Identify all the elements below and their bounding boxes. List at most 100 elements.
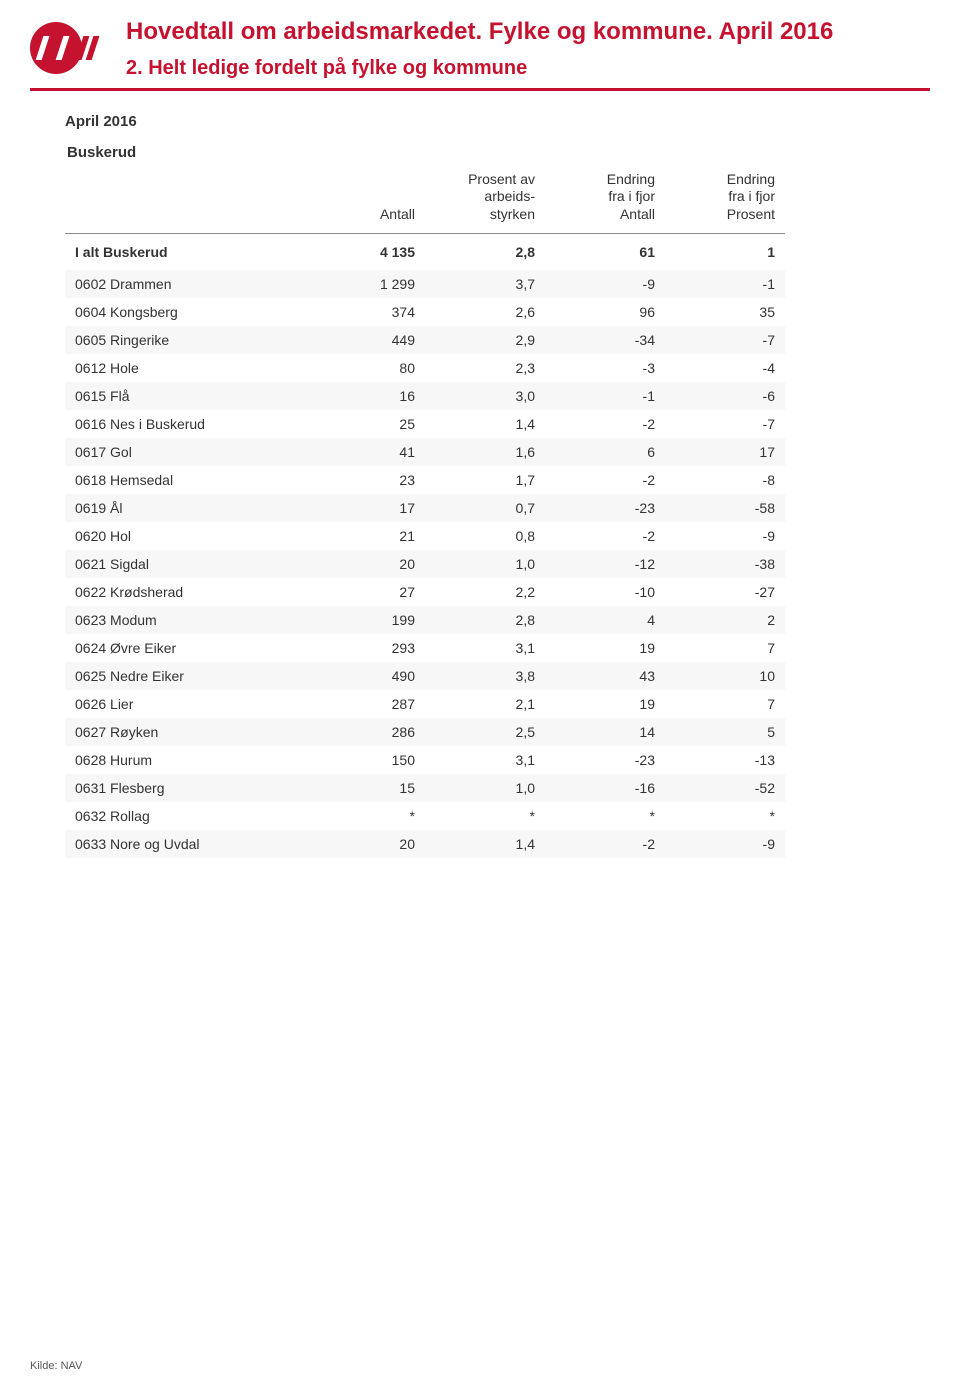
- cell-antall: 4 135: [305, 234, 425, 271]
- cell-endr_prosent: -7: [665, 410, 785, 438]
- cell-endr_antall: -34: [545, 326, 665, 354]
- cell-endr_prosent: 2: [665, 606, 785, 634]
- cell-antall: 490: [305, 662, 425, 690]
- cell-antall: 293: [305, 634, 425, 662]
- cell-prosent: 2,9: [425, 326, 545, 354]
- cell-endr_antall: -23: [545, 746, 665, 774]
- table-row: 0621 Sigdal201,0-12-38: [65, 550, 785, 578]
- table-row: 0605 Ringerike4492,9-34-7: [65, 326, 785, 354]
- cell-endr_prosent: *: [665, 802, 785, 830]
- table-row: 0627 Røyken2862,5145: [65, 718, 785, 746]
- cell-endr_prosent: -52: [665, 774, 785, 802]
- cell-endr_prosent: 7: [665, 690, 785, 718]
- row-label: I alt Buskerud: [65, 234, 305, 271]
- cell-antall: 287: [305, 690, 425, 718]
- cell-prosent: 2,8: [425, 606, 545, 634]
- region-label: Buskerud: [65, 144, 895, 161]
- cell-endr_antall: -16: [545, 774, 665, 802]
- row-label: 0633 Nore og Uvdal: [65, 830, 305, 858]
- cell-endr_antall: -1: [545, 382, 665, 410]
- cell-endr_prosent: -58: [665, 494, 785, 522]
- cell-antall: 41: [305, 438, 425, 466]
- title-block: Hovedtall om arbeidsmarkedet. Fylke og k…: [126, 18, 930, 88]
- cell-prosent: 2,1: [425, 690, 545, 718]
- cell-antall: 23: [305, 466, 425, 494]
- cell-endr_prosent: -38: [665, 550, 785, 578]
- row-label: 0612 Hole: [65, 354, 305, 382]
- cell-antall: 199: [305, 606, 425, 634]
- cell-endr_antall: -3: [545, 354, 665, 382]
- cell-endr_prosent: 10: [665, 662, 785, 690]
- col-header-endr_prosent: Endring fra i fjor Prosent: [665, 167, 785, 234]
- col-header-prosent: Prosent av arbeids- styrken: [425, 167, 545, 234]
- row-label: 0624 Øvre Eiker: [65, 634, 305, 662]
- table-row: 0616 Nes i Buskerud251,4-2-7: [65, 410, 785, 438]
- cell-endr_antall: 96: [545, 298, 665, 326]
- period-label: April 2016: [65, 113, 895, 130]
- table-row: 0612 Hole802,3-3-4: [65, 354, 785, 382]
- cell-endr_prosent: -9: [665, 522, 785, 550]
- table-body: I alt Buskerud4 1352,86110602 Drammen1 2…: [65, 234, 785, 859]
- row-label: 0615 Flå: [65, 382, 305, 410]
- cell-endr_antall: 43: [545, 662, 665, 690]
- cell-endr_prosent: 1: [665, 234, 785, 271]
- row-label: 0619 Ål: [65, 494, 305, 522]
- cell-prosent: 3,0: [425, 382, 545, 410]
- cell-endr_antall: 6: [545, 438, 665, 466]
- table-head: AntallProsent av arbeids- styrken Endring…: [65, 167, 785, 234]
- cell-endr_antall: -23: [545, 494, 665, 522]
- row-label: 0627 Røyken: [65, 718, 305, 746]
- row-label: 0625 Nedre Eiker: [65, 662, 305, 690]
- cell-prosent: 3,1: [425, 634, 545, 662]
- row-label: 0620 Hol: [65, 522, 305, 550]
- cell-prosent: 2,3: [425, 354, 545, 382]
- title-sub: 2. Helt ledige fordelt på fylke og kommu…: [126, 57, 930, 80]
- header-rule: [30, 88, 930, 91]
- data-table: AntallProsent av arbeids- styrken Endring…: [65, 167, 785, 859]
- row-label: 0617 Gol: [65, 438, 305, 466]
- cell-endr_prosent: -27: [665, 578, 785, 606]
- cell-prosent: 3,7: [425, 270, 545, 298]
- table-row: 0617 Gol411,6617: [65, 438, 785, 466]
- cell-endr_antall: 61: [545, 234, 665, 271]
- table-row: 0602 Drammen1 2993,7-9-1: [65, 270, 785, 298]
- row-label: 0632 Rollag: [65, 802, 305, 830]
- table-row: 0622 Krødsherad272,2-10-27: [65, 578, 785, 606]
- col-header-antall: Antall: [305, 167, 425, 234]
- table-row: 0624 Øvre Eiker2933,1197: [65, 634, 785, 662]
- cell-endr_antall: -2: [545, 830, 665, 858]
- cell-prosent: 1,7: [425, 466, 545, 494]
- cell-endr_antall: 19: [545, 690, 665, 718]
- cell-endr_antall: -2: [545, 522, 665, 550]
- table-header-row: AntallProsent av arbeids- styrken Endring…: [65, 167, 785, 234]
- row-label: 0623 Modum: [65, 606, 305, 634]
- cell-endr_antall: 4: [545, 606, 665, 634]
- cell-endr_antall: -2: [545, 466, 665, 494]
- cell-prosent: 2,8: [425, 234, 545, 271]
- cell-prosent: 2,6: [425, 298, 545, 326]
- row-label: 0622 Krødsherad: [65, 578, 305, 606]
- cell-prosent: 1,0: [425, 774, 545, 802]
- page: Hovedtall om arbeidsmarkedet. Fylke og k…: [0, 0, 960, 1396]
- cell-antall: 80: [305, 354, 425, 382]
- row-label: 0626 Lier: [65, 690, 305, 718]
- table-row: 0628 Hurum1503,1-23-13: [65, 746, 785, 774]
- cell-prosent: 2,2: [425, 578, 545, 606]
- cell-antall: 20: [305, 830, 425, 858]
- cell-endr_prosent: 7: [665, 634, 785, 662]
- table-row: 0633 Nore og Uvdal201,4-2-9: [65, 830, 785, 858]
- row-label: 0618 Hemsedal: [65, 466, 305, 494]
- cell-antall: 21: [305, 522, 425, 550]
- cell-prosent: 1,4: [425, 830, 545, 858]
- row-label: 0604 Kongsberg: [65, 298, 305, 326]
- table-row: I alt Buskerud4 1352,8611: [65, 234, 785, 271]
- cell-endr_antall: *: [545, 802, 665, 830]
- cell-antall: 374: [305, 298, 425, 326]
- cell-endr_antall: 19: [545, 634, 665, 662]
- cell-antall: 27: [305, 578, 425, 606]
- cell-endr_prosent: -7: [665, 326, 785, 354]
- cell-antall: 286: [305, 718, 425, 746]
- cell-endr_antall: -9: [545, 270, 665, 298]
- cell-prosent: 1,4: [425, 410, 545, 438]
- table-row: 0631 Flesberg151,0-16-52: [65, 774, 785, 802]
